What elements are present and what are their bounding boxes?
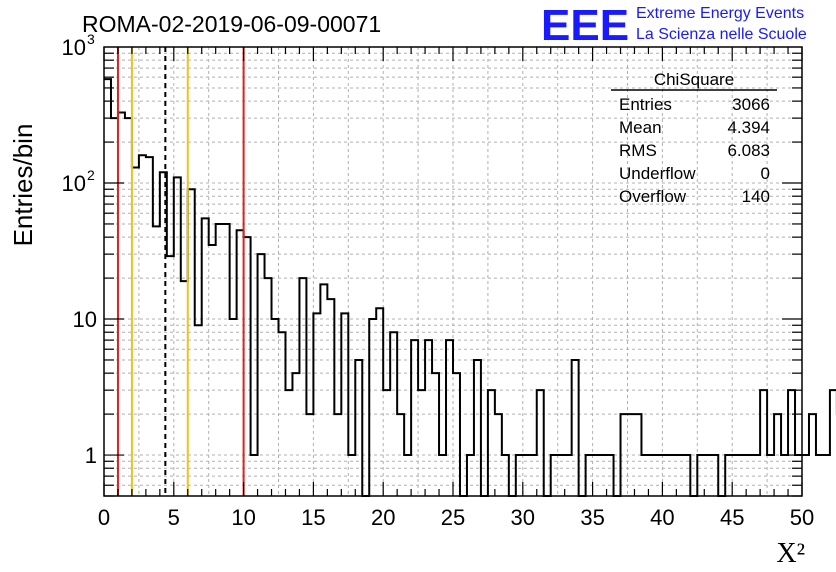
y-axis-label: Entries/bin [8, 124, 38, 247]
reference-lines [116, 47, 245, 496]
x-tick-label: 5 [168, 505, 180, 530]
logo-mark: EEE [541, 1, 629, 50]
stats-value: 0 [761, 164, 770, 183]
y-tick-exponent: 2 [87, 167, 95, 183]
stats-value: 6.083 [727, 141, 770, 160]
y-tick-label: 1 [85, 443, 97, 468]
axis-ticks [103, 47, 803, 497]
stats-value: 4.394 [727, 118, 770, 137]
x-tick-label: 40 [650, 505, 674, 530]
grid-lines [104, 47, 802, 496]
x-tick-label: 45 [720, 505, 744, 530]
x-tick-label: 50 [790, 505, 814, 530]
chart-title: ROMA-02-2019-06-09-00071 [82, 11, 381, 37]
x-axis-label: X² [776, 538, 805, 569]
logo-line2: La Scienza nelle Scuole [636, 26, 807, 43]
x-tick-label: 0 [98, 505, 110, 530]
x-tick-label: 10 [231, 505, 255, 530]
x-tick-label: 35 [580, 505, 604, 530]
stats-label: Mean [619, 118, 662, 137]
y-tick-label: 10 [62, 35, 86, 60]
histogram-line [104, 78, 836, 497]
stats-value: 140 [742, 187, 770, 206]
histogram-series [104, 78, 836, 497]
x-tick-label: 20 [371, 505, 395, 530]
y-tick-label: 10 [62, 171, 86, 196]
eee-logo: EEE Extreme Energy Events La Scienza nel… [541, 1, 807, 50]
stats-label: Underflow [619, 164, 696, 183]
y-tick-label: 10 [73, 307, 97, 332]
x-tick-label: 25 [441, 505, 465, 530]
stats-value: 3066 [732, 95, 770, 114]
stats-label: Entries [619, 95, 672, 114]
logo-line1: Extreme Energy Events [636, 5, 804, 22]
x-tick-label: 30 [511, 505, 535, 530]
stats-box: ChiSquare Entries 3066 Mean 4.394 RMS 6.083 Un… [611, 70, 777, 206]
stats-label: RMS [619, 141, 657, 160]
x-tick-label: 15 [301, 505, 325, 530]
stats-label: Overflow [619, 187, 687, 206]
stats-title: ChiSquare [654, 70, 734, 89]
y-tick-exponent: 3 [87, 31, 95, 47]
